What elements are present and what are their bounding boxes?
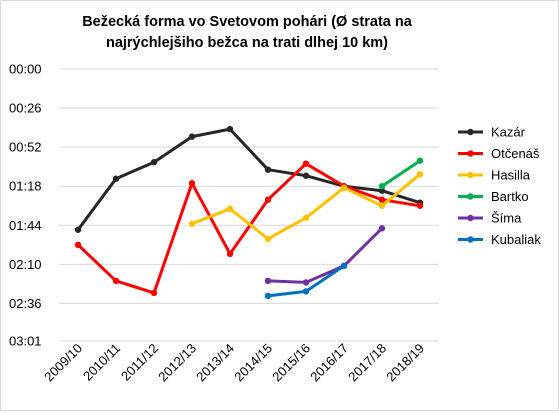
x-tick-label: 2018/19	[383, 341, 427, 385]
x-tick-label: 2010/11	[80, 341, 123, 384]
y-tick-label: 00:26	[9, 101, 42, 116]
series-lines	[74, 125, 424, 300]
data-point	[74, 241, 82, 249]
data-point	[340, 184, 348, 191]
series-bartko	[378, 157, 424, 190]
data-point	[378, 187, 386, 194]
series-hasilla	[188, 170, 424, 243]
data-point	[150, 289, 158, 297]
data-point	[378, 225, 386, 232]
data-point	[378, 202, 386, 209]
data-point	[264, 292, 272, 300]
series-sima	[264, 225, 386, 286]
data-point	[302, 279, 310, 286]
legend-marker	[467, 128, 474, 136]
data-point	[226, 125, 234, 133]
data-point	[340, 262, 348, 270]
data-point	[226, 250, 234, 258]
legend-item: Kubaliak	[458, 232, 541, 247]
data-point	[416, 202, 424, 209]
data-point	[150, 158, 158, 166]
legend-label: Kubaliak	[491, 232, 541, 247]
legend-marker	[467, 236, 474, 243]
chart-title-line-2: najrýchlejšiho bežca na trati dlhej 10 k…	[106, 35, 388, 51]
x-tick-label: 2017/18	[345, 341, 389, 385]
data-point	[416, 157, 424, 164]
y-tick-label: 01:18	[9, 179, 42, 194]
y-tick-label: 00:00	[9, 62, 42, 77]
legend-label: Bartko	[491, 189, 529, 204]
series-line	[266, 226, 384, 284]
series-line	[76, 162, 422, 295]
data-point	[378, 183, 386, 190]
x-tick-label: 2013/14	[193, 341, 237, 385]
legend-label: Otčenáš	[491, 146, 540, 161]
data-point	[226, 205, 234, 212]
x-tick-label: 2012/13	[155, 341, 199, 385]
data-point	[302, 288, 310, 295]
legend-item: Otčenáš	[458, 146, 540, 161]
data-point	[188, 180, 196, 187]
data-point	[302, 172, 310, 179]
y-axis-labels: 00:00 00:26 00:52 01:18 01:44 02:10 02:36 03:01	[9, 62, 42, 349]
legend: Kazár Otčenáš Hasilla Bartko Šíma Kubaliak	[458, 125, 541, 247]
y-tick-label: 03:01	[9, 334, 42, 349]
legend-marker	[467, 171, 474, 179]
legend-label: Šíma	[491, 211, 522, 226]
legend-item: Kazár	[458, 125, 526, 140]
data-point	[302, 214, 310, 221]
x-tick-label: 2011/12	[118, 341, 161, 384]
data-point	[378, 196, 386, 203]
legend-item: Bartko	[458, 189, 529, 204]
legend-marker	[467, 193, 474, 200]
legend-marker	[467, 150, 474, 157]
data-point	[112, 175, 120, 182]
data-point	[188, 220, 196, 227]
data-point	[302, 160, 310, 167]
y-tick-label: 01:44	[9, 218, 42, 233]
y-tick-label: 02:10	[9, 257, 42, 272]
legend-item: Šíma	[458, 211, 522, 226]
chart-title-line-1: Bežecká forma vo Svetovom pohári (Ø stra…	[82, 14, 413, 30]
x-axis-labels: 2009/102010/112011/122012/132013/142014/…	[41, 341, 427, 385]
series-line	[380, 159, 422, 188]
legend-label: Kazár	[491, 125, 526, 140]
x-tick-label: 2009/10	[41, 341, 85, 385]
series-kazar	[74, 125, 424, 233]
legend-label: Hasilla	[491, 168, 531, 183]
data-point	[74, 226, 82, 233]
series-kubaliak	[264, 262, 348, 300]
data-point	[264, 277, 272, 285]
series-otcenas	[74, 160, 424, 297]
y-tick-label: 02:36	[9, 296, 42, 311]
legend-marker	[467, 214, 474, 222]
data-point	[264, 166, 272, 173]
x-tick-label: 2015/16	[269, 341, 313, 385]
legend-item: Hasilla	[458, 168, 531, 183]
data-point	[188, 133, 196, 140]
series-line	[76, 127, 422, 232]
x-tick-label: 2016/17	[307, 341, 351, 385]
data-point	[264, 235, 272, 243]
data-point	[112, 277, 120, 285]
data-point	[264, 196, 272, 203]
y-tick-label: 00:52	[9, 140, 42, 155]
x-tick-label: 2014/15	[231, 341, 275, 385]
data-point	[416, 170, 424, 178]
